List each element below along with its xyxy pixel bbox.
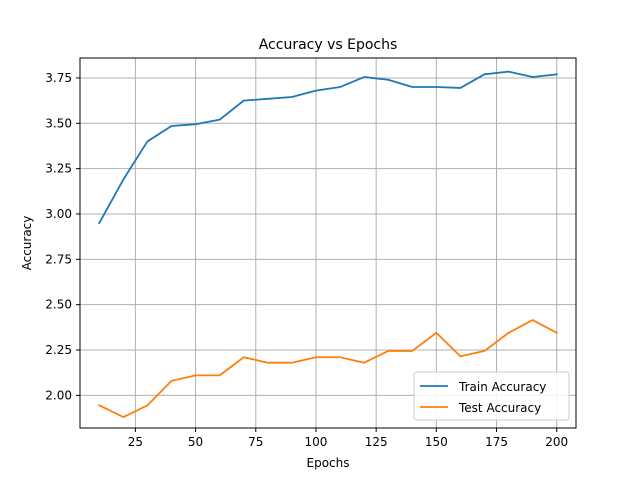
legend: Train Accuracy Test Accuracy [413,371,570,421]
y-tick-label: 3.50 [45,116,72,130]
x-axis-label: Epochs [307,456,350,470]
x-tick-label: 150 [425,435,448,449]
x-tick-label: 25 [128,435,143,449]
y-tick-label: 3.75 [45,71,72,85]
y-tick-label: 3.25 [45,162,72,176]
y-tick-label: 2.00 [45,388,72,402]
y-tick-label: 2.25 [45,343,72,357]
legend-box [413,371,570,421]
plot-frame [79,57,577,429]
x-tick-label: 200 [545,435,568,449]
x-tick-label: 175 [485,435,508,449]
x-axis-ticks: 25 50 75 100 125 150 175 200 [128,428,568,449]
x-tick-label: 50 [188,435,203,449]
y-tick-label: 2.50 [45,298,72,312]
chart-title: Accuracy vs Epochs [259,37,398,53]
x-tick-label: 75 [248,435,263,449]
series-layer [98,70,558,419]
y-axis-ticks: 2.00 2.25 2.50 2.75 3.00 3.25 3.50 3.75 [45,71,80,402]
y-tick-label: 3.00 [45,207,72,221]
test-accuracy-line [98,319,558,419]
x-tick-label: 125 [365,435,388,449]
legend-train-label: Train Accuracy [458,380,546,394]
x-tick-label: 100 [305,435,328,449]
grid-lines [80,58,576,428]
y-tick-label: 2.75 [45,252,72,266]
train-accuracy-line [98,70,558,225]
y-axis-label: Accuracy [20,216,34,271]
legend-test-label: Test Accuracy [458,401,541,415]
